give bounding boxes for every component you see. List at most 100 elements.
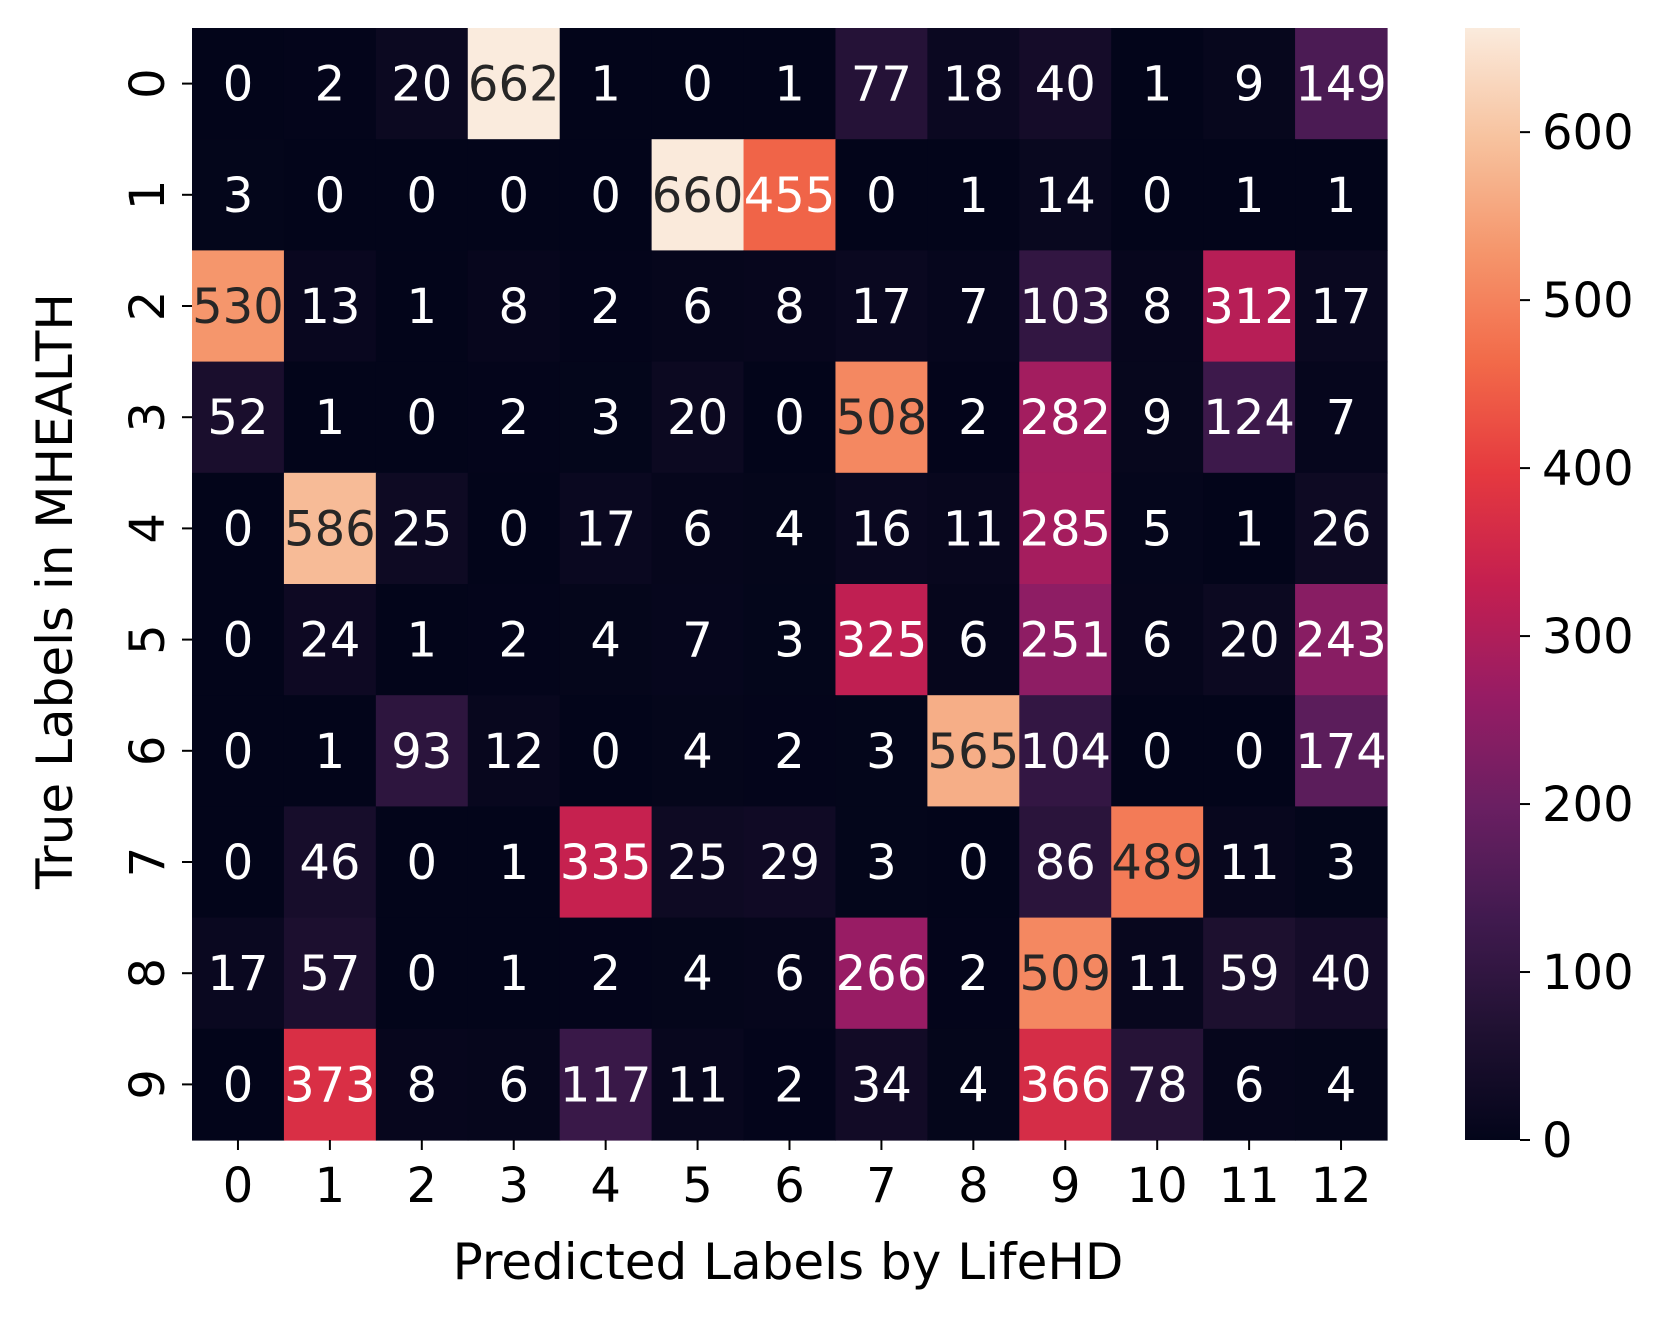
- cell-value-label: 1: [774, 57, 805, 113]
- x-tick-label: 0: [223, 1158, 254, 1214]
- y-tick-label: 9: [120, 1069, 176, 1100]
- cell-value-label: 8: [498, 279, 529, 335]
- cell-value-label: 40: [1310, 946, 1371, 1002]
- cell-value-label: 0: [1142, 724, 1173, 780]
- cell-value-label: 508: [836, 390, 928, 446]
- cell-value-label: 1: [315, 724, 346, 780]
- cell-value-label: 149: [1295, 57, 1387, 113]
- heatmap-cell: [1111, 139, 1204, 251]
- heatmap-cell: [927, 584, 1020, 696]
- cell-value-label: 174: [1295, 724, 1387, 780]
- cell-value-label: 2: [774, 724, 805, 780]
- heatmap-cell: [1019, 806, 1112, 919]
- cell-value-label: 6: [774, 946, 805, 1002]
- cell-value-label: 6: [958, 613, 989, 669]
- cell-value-label: 2: [498, 613, 529, 669]
- heatmap-cell: [1203, 139, 1296, 251]
- cell-value-label: 0: [407, 390, 438, 446]
- heatmap-cell: [651, 806, 745, 919]
- heatmap-cell: [651, 250, 745, 363]
- heatmap-cell: [192, 695, 285, 807]
- heatmap-cell: [283, 250, 377, 363]
- cell-value-label: 2: [958, 946, 989, 1002]
- cell-value-label: 11: [667, 1057, 728, 1113]
- cell-value-label: 104: [1019, 724, 1111, 780]
- x-axis: 0 1 2 3 4 5 6 7 8 9 10 11 12: [223, 1140, 1372, 1214]
- x-tick-label: 10: [1127, 1158, 1188, 1214]
- y-axis-label: True Labels in MHEALTH: [26, 293, 84, 890]
- heatmap-cell: [375, 695, 469, 807]
- heatmap-cell: [743, 584, 837, 696]
- heatmap-cell: [1019, 917, 1112, 1030]
- heatmap-cell: [1203, 250, 1296, 363]
- cell-value-label: 13: [299, 279, 360, 335]
- heatmap-cell: [1111, 917, 1204, 1030]
- heatmap-cell: [559, 584, 653, 696]
- heatmap-cell: [1295, 917, 1388, 1030]
- y-tick-label: 2: [120, 291, 176, 322]
- cell-value-label: 660: [652, 168, 744, 224]
- cell-value-label: 11: [1127, 946, 1188, 1002]
- cell-value-label: 0: [1142, 168, 1173, 224]
- cell-value-label: 20: [667, 390, 728, 446]
- cell-value-label: 20: [391, 57, 452, 113]
- heatmap-cell: [1295, 695, 1388, 807]
- cell-value-label: 0: [407, 168, 438, 224]
- heatmap-cell: [835, 584, 928, 696]
- heatmap-cell: [1295, 584, 1388, 696]
- heatmap-cell: [283, 139, 377, 251]
- heatmap-cell: [743, 806, 837, 919]
- cell-value-label: 16: [851, 501, 912, 557]
- cell-value-label: 11: [1219, 835, 1280, 891]
- heatmap-cell: [1295, 361, 1388, 474]
- heatmap-cell: [467, 806, 561, 919]
- cell-value-label: 93: [391, 724, 452, 780]
- x-tick-label: 3: [498, 1158, 529, 1214]
- colorbar-tick-label: 600: [1542, 105, 1634, 161]
- heatmap-cell: [743, 28, 837, 140]
- heatmap-cell: [375, 806, 469, 919]
- heatmap-cell: [375, 584, 469, 696]
- heatmap-cell: [1203, 917, 1296, 1030]
- cell-value-label: 0: [315, 168, 346, 224]
- cell-value-label: 3: [1326, 835, 1357, 891]
- heatmap-cell: [1295, 472, 1388, 585]
- cell-value-label: 0: [223, 613, 254, 669]
- heatmap-cell: [651, 472, 745, 585]
- heatmap-cell: [559, 28, 653, 140]
- heatmap-cell: [559, 361, 653, 474]
- heatmap-cell: [651, 361, 745, 474]
- cell-value-label: 0: [223, 835, 254, 891]
- heatmap-cell: [1111, 695, 1204, 807]
- cell-value-label: 25: [391, 501, 452, 557]
- cell-value-label: 6: [1142, 613, 1173, 669]
- cell-value-label: 6: [498, 1057, 529, 1113]
- cell-value-label: 455: [744, 168, 836, 224]
- cell-value-label: 103: [1019, 279, 1111, 335]
- heatmap-cell: [1203, 806, 1296, 919]
- cell-value-label: 509: [1019, 946, 1111, 1002]
- cell-value-label: 3: [223, 168, 254, 224]
- heatmap-cell: [651, 917, 745, 1030]
- cell-value-label: 335: [560, 835, 652, 891]
- heatmap-cell: [375, 1028, 469, 1141]
- heatmap-cell: [1203, 695, 1296, 807]
- cell-value-label: 77: [851, 57, 912, 113]
- cell-value-label: 366: [1019, 1057, 1111, 1113]
- cell-value-label: 1: [1326, 168, 1357, 224]
- heatmap-cell: [192, 584, 285, 696]
- heatmap-cell: [1111, 1028, 1204, 1141]
- x-tick-label: 2: [407, 1158, 438, 1214]
- heatmap-cell: [1295, 1028, 1388, 1141]
- heatmap-cell: [375, 361, 469, 474]
- cell-value-label: 0: [774, 390, 805, 446]
- cell-value-label: 0: [223, 1057, 254, 1113]
- heatmap-cell: [1295, 28, 1388, 140]
- colorbar-tick-label: 0: [1542, 1113, 1573, 1169]
- heatmap-cell: [927, 695, 1020, 807]
- heatmap-cell: [927, 1028, 1020, 1141]
- cell-value-label: 7: [1326, 390, 1357, 446]
